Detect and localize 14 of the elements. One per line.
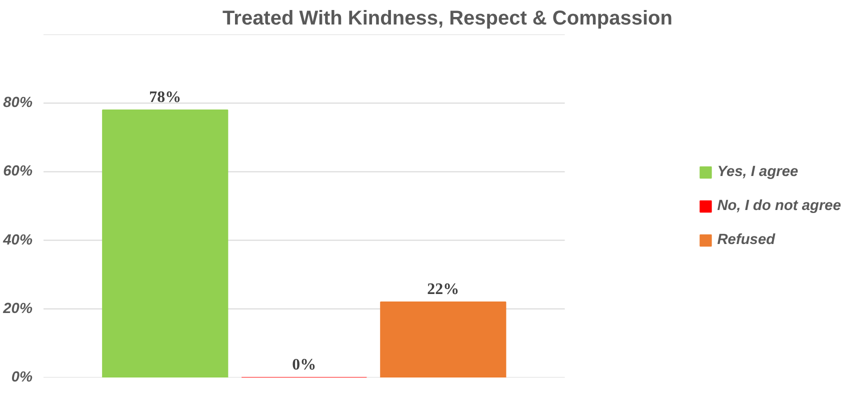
y-tick-label: 20% (2, 300, 33, 317)
y-tick-label: 0% (11, 370, 33, 386)
chart-title: Treated With Kindness, Respect & Compassion (222, 8, 672, 30)
legend-label: Refused (717, 232, 776, 248)
data-label: 22% (427, 281, 460, 298)
legend-label: Yes, I agree (717, 164, 798, 180)
bar (380, 302, 506, 378)
data-label: 78% (149, 88, 182, 106)
y-tick-label: 80% (3, 95, 33, 112)
bar (102, 109, 228, 378)
y-tick-label: 60% (3, 164, 33, 180)
y-tick-label: 40% (2, 232, 33, 248)
legend-label: No, I do not agree (717, 198, 841, 214)
data-label: 0% (292, 356, 316, 374)
